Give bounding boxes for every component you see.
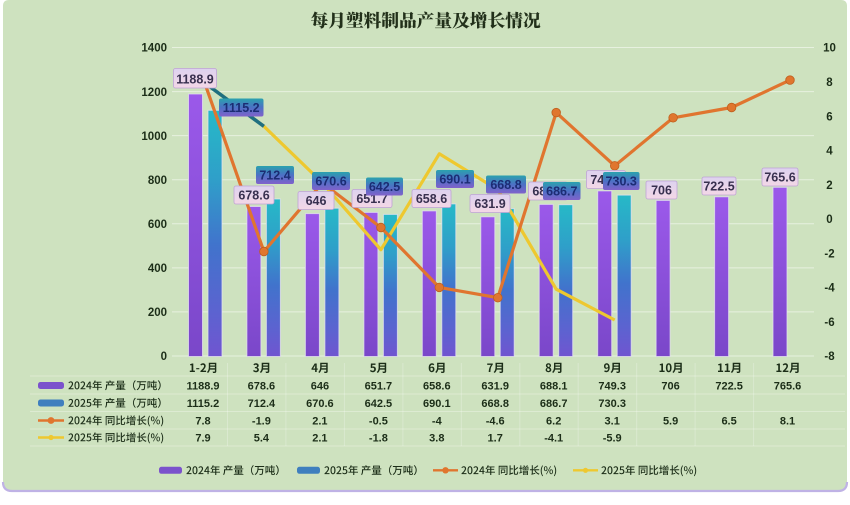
svg-text:3.1: 3.1 xyxy=(605,416,620,428)
svg-text:2: 2 xyxy=(826,180,832,192)
svg-text:-1.9: -1.9 xyxy=(252,416,271,428)
svg-text:-6: -6 xyxy=(824,317,834,329)
svg-text:642.5: 642.5 xyxy=(365,398,393,410)
svg-text:600: 600 xyxy=(148,219,167,231)
svg-text:6.5: 6.5 xyxy=(721,416,736,428)
svg-text:646: 646 xyxy=(311,381,329,393)
svg-text:-2: -2 xyxy=(824,248,834,260)
svg-text:1115.2: 1115.2 xyxy=(223,101,260,115)
svg-text:1200: 1200 xyxy=(141,87,167,99)
svg-text:4: 4 xyxy=(826,146,833,158)
svg-text:-0.5: -0.5 xyxy=(369,416,388,428)
svg-text:400: 400 xyxy=(148,263,167,275)
svg-text:712.4: 712.4 xyxy=(259,168,290,182)
svg-text:0: 0 xyxy=(161,351,167,363)
svg-text:765.6: 765.6 xyxy=(774,381,802,393)
svg-text:7.8: 7.8 xyxy=(195,416,210,428)
svg-text:658.6: 658.6 xyxy=(423,381,451,393)
svg-text:688.1: 688.1 xyxy=(540,381,568,393)
svg-text:3.8: 3.8 xyxy=(429,433,444,445)
svg-text:-1.8: -1.8 xyxy=(369,433,388,445)
svg-text:631.9: 631.9 xyxy=(474,197,505,211)
svg-text:712.4: 712.4 xyxy=(248,398,276,410)
svg-text:646: 646 xyxy=(306,194,327,208)
svg-text:1400: 1400 xyxy=(141,43,167,55)
svg-text:722.5: 722.5 xyxy=(703,179,734,193)
svg-text:-4: -4 xyxy=(432,416,443,428)
svg-text:10: 10 xyxy=(823,43,836,55)
svg-text:668.8: 668.8 xyxy=(481,398,509,410)
svg-text:800: 800 xyxy=(148,175,167,187)
svg-text:6: 6 xyxy=(826,111,832,123)
svg-text:749.3: 749.3 xyxy=(598,381,626,393)
svg-text:-4.1: -4.1 xyxy=(544,433,563,445)
svg-text:0: 0 xyxy=(826,214,832,226)
svg-text:5.4: 5.4 xyxy=(254,433,270,445)
svg-text:722.5: 722.5 xyxy=(715,381,743,393)
svg-text:668.8: 668.8 xyxy=(490,178,521,192)
svg-text:670.6: 670.6 xyxy=(306,398,334,410)
svg-text:1188.9: 1188.9 xyxy=(186,381,219,393)
svg-text:631.9: 631.9 xyxy=(481,381,509,393)
svg-text:730.3: 730.3 xyxy=(598,398,626,410)
svg-text:765.6: 765.6 xyxy=(764,170,795,184)
svg-text:658.6: 658.6 xyxy=(416,192,447,206)
svg-text:706: 706 xyxy=(661,381,679,393)
svg-text:1115.2: 1115.2 xyxy=(187,398,219,410)
svg-text:-4: -4 xyxy=(824,283,835,295)
svg-text:8: 8 xyxy=(826,77,833,89)
svg-text:678.6: 678.6 xyxy=(238,188,269,202)
svg-text:730.3: 730.3 xyxy=(606,174,637,188)
svg-text:8.1: 8.1 xyxy=(780,416,795,428)
svg-text:686.7: 686.7 xyxy=(546,184,577,198)
svg-text:1000: 1000 xyxy=(141,131,167,143)
svg-text:5.9: 5.9 xyxy=(663,416,678,428)
svg-text:7.9: 7.9 xyxy=(195,433,210,445)
svg-text:200: 200 xyxy=(148,307,167,319)
svg-text:-4.6: -4.6 xyxy=(486,416,505,428)
svg-text:678.6: 678.6 xyxy=(248,381,276,393)
svg-text:706: 706 xyxy=(651,183,672,197)
svg-text:642.5: 642.5 xyxy=(369,180,400,194)
svg-text:-8: -8 xyxy=(824,351,835,363)
svg-text:686.7: 686.7 xyxy=(540,398,568,410)
svg-text:1.7: 1.7 xyxy=(488,433,503,445)
svg-text:6.2: 6.2 xyxy=(546,416,561,428)
svg-text:690.1: 690.1 xyxy=(423,398,451,410)
svg-text:2.1: 2.1 xyxy=(312,416,327,428)
svg-text:-5.9: -5.9 xyxy=(603,433,622,445)
svg-text:2.1: 2.1 xyxy=(312,433,327,445)
svg-text:651.7: 651.7 xyxy=(365,381,393,393)
svg-text:670.6: 670.6 xyxy=(315,174,346,188)
svg-text:1188.9: 1188.9 xyxy=(176,72,214,86)
svg-text:690.1: 690.1 xyxy=(439,172,470,186)
